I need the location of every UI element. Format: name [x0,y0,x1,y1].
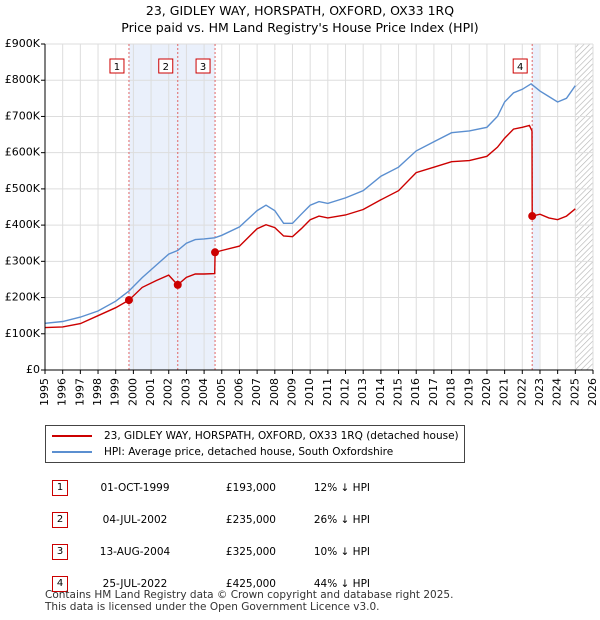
x-tick-label: 2007 [250,378,263,406]
x-tick-label: 2025 [568,378,581,406]
sale-marker [528,212,537,221]
x-tick-label: 2018 [445,378,458,406]
x-tick-label: 2012 [339,378,352,406]
x-tick-label: 2005 [215,378,228,406]
x-tick-label: 2021 [498,378,511,406]
x-tick-label: 1998 [91,378,104,406]
x-tick-label: 2003 [179,378,192,406]
legend-swatch-property [52,435,92,437]
transaction-hpi-diff: 10% ↓ HPI [313,546,370,558]
legend-entry-property: 23, GIDLEY WAY, HORSPATH, OXFORD, OX33 1… [52,429,459,443]
x-tick-label: 2019 [462,378,475,406]
x-tick-label: 2000 [126,378,139,406]
chart-legend: 23, GIDLEY WAY, HORSPATH, OXFORD, OX33 1… [45,425,465,463]
x-tick-label: 2016 [409,378,422,406]
x-tick-label: 2002 [162,378,175,406]
legend-swatch-hpi [52,451,92,453]
transaction-price: £425,000 [225,578,276,590]
transaction-hpi-diff: 44% ↓ HPI [313,578,370,590]
transaction-badge: 1 [52,480,68,496]
x-tick-label: 1995 [38,378,51,406]
x-tick-label: 1999 [109,378,122,406]
footer-notice: Contains HM Land Registry data © Crown c… [45,589,454,613]
sale-label-box [158,58,174,74]
transaction-badge: 3 [52,544,68,560]
sale-label: 3 [200,62,206,73]
x-tick-label: 2011 [321,378,334,406]
transaction-badge: 2 [52,512,68,528]
price-chart: 1 2 3 4 1995 1996 1997 1998 1999 2000 2001 2002 200… [5,37,599,406]
transaction-date: 25-JUL-2022 [102,578,168,590]
sale-marker [211,248,220,257]
x-tick-label: 2004 [197,378,210,406]
property-price-line [44,124,576,329]
x-tick-label: 2014 [374,378,387,406]
transaction-hpi-diff: 26% ↓ HPI [313,514,370,526]
sale-label-box [512,58,528,74]
transaction-badge: 4 [52,576,68,592]
y-tick-label: £500K [5,182,41,195]
transaction-price: £193,000 [225,482,276,494]
x-tick-label: 2010 [303,378,316,406]
x-tick-label: 2017 [427,378,440,406]
hpi-line [44,82,576,324]
x-tick-label: 2026 [586,378,599,406]
y-tick-label: £100K [5,327,41,340]
y-tick-label: £300K [5,254,41,267]
forecast-hatch [575,44,593,370]
sale-period-shading [128,44,216,370]
transaction-price: £235,000 [225,514,276,526]
x-tick-label: 2023 [533,378,546,406]
x-tick-label: 1997 [73,378,86,406]
sale-marker [124,296,133,305]
y-tick-label: £200K [5,291,41,304]
y-tick-label: £700K [5,109,41,122]
transaction-date: 04-JUL-2002 [102,514,168,526]
y-tick-label: £0 [26,363,40,376]
y-tick-label: £400K [5,218,41,231]
table-row: 4 25-JUL-2022 £425,000 44% ↓ HPI [40,568,370,600]
table-row: 3 13-AUG-2004 £325,000 10% ↓ HPI [40,536,370,568]
transaction-hpi-diff: 12% ↓ HPI [313,482,370,494]
x-tick-label: 2013 [356,378,369,406]
x-tick-label: 1996 [56,378,69,406]
transactions-table: 1 01-OCT-1999 £193,000 12% ↓ HPI 2 04-JU… [40,472,370,600]
footer-license: This data is licensed under the Open Gov… [45,600,380,613]
transaction-date: 01-OCT-1999 [100,482,170,494]
y-tick-label: £900K [5,37,41,50]
chart-subtitle: Price paid vs. HM Land Registry's House … [121,20,479,35]
y-tick-label: £800K [5,73,41,86]
sale-label: 4 [517,62,523,73]
table-row: 2 04-JUL-2002 £235,000 26% ↓ HPI [40,504,370,536]
x-tick-label: 2008 [268,378,281,406]
legend-label-property: 23, GIDLEY WAY, HORSPATH, OXFORD, OX33 1… [104,430,459,442]
chart-title: 23, GIDLEY WAY, HORSPATH, OXFORD, OX33 1… [145,3,455,18]
x-tick-label: 2001 [144,378,157,406]
legend-entry-hpi: HPI: Average price, detached house, Sout… [52,445,393,459]
transaction-date: 13-AUG-2004 [99,546,171,558]
x-tick-label: 2020 [480,378,493,406]
sale-label: 2 [163,62,169,73]
y-tick-label: £600K [5,146,41,159]
sale-label: 1 [114,62,120,73]
x-tick-label: 2006 [232,378,245,406]
x-tick-label: 2009 [285,378,298,406]
table-row: 1 01-OCT-1999 £193,000 12% ↓ HPI [40,472,370,504]
x-tick-label: 2015 [392,378,405,406]
x-tick-label: 2024 [551,378,564,406]
sale-label-box [109,58,125,74]
x-tick-label: 2022 [515,378,528,406]
legend-label-hpi: HPI: Average price, detached house, Sout… [104,446,394,458]
sale-label-box [195,58,211,74]
sale-marker [173,280,182,289]
footer-copyright: Contains HM Land Registry data © Crown c… [45,589,454,601]
sale-period-shading [532,44,540,370]
transaction-price: £325,000 [225,546,276,558]
